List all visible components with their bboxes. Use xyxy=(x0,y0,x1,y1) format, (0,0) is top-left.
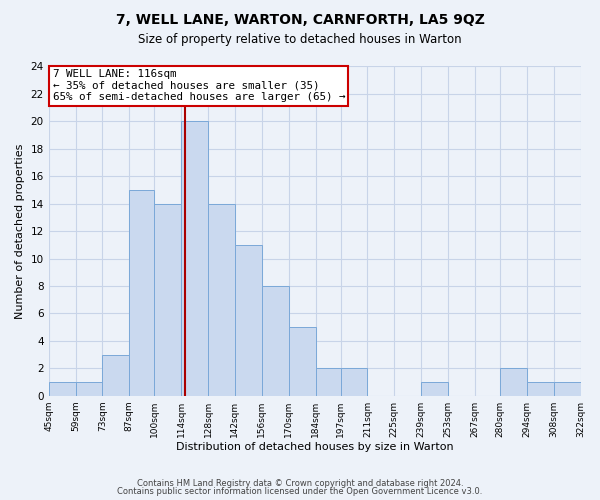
Text: Contains public sector information licensed under the Open Government Licence v3: Contains public sector information licen… xyxy=(118,487,482,496)
Text: 7, WELL LANE, WARTON, CARNFORTH, LA5 9QZ: 7, WELL LANE, WARTON, CARNFORTH, LA5 9QZ xyxy=(116,12,484,26)
Y-axis label: Number of detached properties: Number of detached properties xyxy=(15,144,25,319)
Text: 7 WELL LANE: 116sqm
← 35% of detached houses are smaller (35)
65% of semi-detach: 7 WELL LANE: 116sqm ← 35% of detached ho… xyxy=(53,69,345,102)
Bar xyxy=(421,382,448,396)
Bar xyxy=(76,382,103,396)
Bar xyxy=(554,382,581,396)
Text: Size of property relative to detached houses in Warton: Size of property relative to detached ho… xyxy=(138,32,462,46)
Bar xyxy=(154,204,181,396)
Bar xyxy=(130,190,154,396)
Bar xyxy=(527,382,554,396)
Text: Contains HM Land Registry data © Crown copyright and database right 2024.: Contains HM Land Registry data © Crown c… xyxy=(137,478,463,488)
Bar xyxy=(181,122,208,396)
Bar xyxy=(341,368,367,396)
Bar xyxy=(316,368,341,396)
Bar xyxy=(262,286,289,396)
Bar xyxy=(500,368,527,396)
Bar xyxy=(49,382,76,396)
Bar xyxy=(103,354,130,396)
Bar xyxy=(235,245,262,396)
Bar xyxy=(208,204,235,396)
X-axis label: Distribution of detached houses by size in Warton: Distribution of detached houses by size … xyxy=(176,442,454,452)
Bar xyxy=(289,327,316,396)
